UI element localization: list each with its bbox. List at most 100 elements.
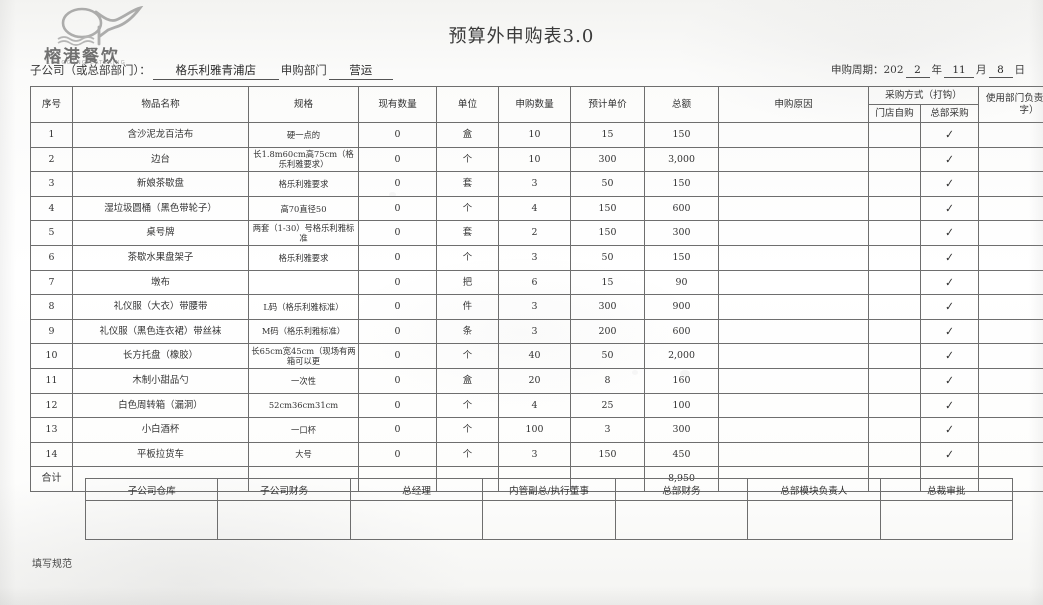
cell-amount[interactable]: 150 bbox=[644, 122, 719, 148]
cell-name[interactable]: 含沙泥龙百洁布 bbox=[72, 122, 249, 148]
cell-amount[interactable]: 600 bbox=[644, 195, 719, 222]
cell-stock[interactable]: 0 bbox=[358, 220, 437, 246]
cell-qty[interactable]: 3 bbox=[498, 441, 571, 468]
cell-name[interactable]: 长方托盘（橡胶） bbox=[72, 343, 249, 369]
cell-sign[interactable] bbox=[978, 195, 1043, 222]
cell-qty[interactable]: 6 bbox=[498, 269, 571, 296]
cell-stock[interactable]: 0 bbox=[358, 146, 437, 173]
cell-unit[interactable]: 条 bbox=[436, 318, 499, 345]
cell-sign[interactable] bbox=[978, 220, 1043, 246]
cell-name[interactable]: 茶歇水果盘架子 bbox=[72, 244, 249, 271]
cell-spec[interactable]: 格乐利雅要求 bbox=[248, 171, 359, 197]
cell-stock[interactable]: 0 bbox=[358, 244, 437, 271]
cell-price[interactable]: 300 bbox=[570, 294, 645, 320]
cell-qty[interactable]: 3 bbox=[498, 244, 571, 271]
cell-stock[interactable]: 0 bbox=[358, 392, 437, 419]
cell-stock[interactable]: 0 bbox=[358, 122, 437, 148]
cell-sign[interactable] bbox=[978, 146, 1043, 173]
cell-stock[interactable]: 0 bbox=[358, 441, 437, 468]
cell-spec[interactable]: 两套（1-30）号格乐利雅标准 bbox=[248, 220, 359, 246]
cell-hq[interactable]: ✓ bbox=[920, 417, 979, 443]
cycle-year-value[interactable]: 2 bbox=[905, 64, 930, 78]
cell-qty[interactable]: 4 bbox=[498, 195, 571, 222]
cell-seq[interactable]: 6 bbox=[30, 244, 73, 271]
cell-self[interactable] bbox=[868, 441, 921, 468]
cell-amount[interactable]: 150 bbox=[644, 244, 719, 271]
cell-amount[interactable]: 150 bbox=[644, 171, 719, 197]
cell-spec[interactable]: 一次性 bbox=[248, 367, 359, 394]
cell-qty[interactable]: 100 bbox=[498, 417, 571, 443]
cell-hq[interactable]: ✓ bbox=[920, 244, 979, 271]
cell-seq[interactable]: 11 bbox=[30, 367, 73, 394]
signature-field[interactable] bbox=[482, 500, 616, 540]
cell-seq[interactable]: 4 bbox=[30, 195, 73, 222]
cell-reason[interactable] bbox=[718, 343, 869, 369]
cell-amount[interactable]: 900 bbox=[644, 294, 719, 320]
cell-qty[interactable]: 2 bbox=[498, 220, 571, 246]
cell-amount[interactable]: 450 bbox=[644, 441, 719, 468]
cell-price[interactable]: 15 bbox=[570, 122, 645, 148]
cell-price[interactable]: 50 bbox=[570, 244, 645, 271]
cycle-month-value[interactable]: 11 bbox=[944, 64, 974, 78]
cell-unit[interactable]: 套 bbox=[436, 171, 499, 197]
cell-seq[interactable]: 10 bbox=[30, 343, 73, 369]
cell-name[interactable]: 墩布 bbox=[72, 269, 249, 296]
cell-seq[interactable]: 5 bbox=[30, 220, 73, 246]
signature-field[interactable] bbox=[614, 500, 749, 540]
cell-sign[interactable] bbox=[978, 417, 1043, 443]
cell-qty[interactable]: 40 bbox=[498, 343, 571, 369]
department-value[interactable]: 营运 bbox=[328, 62, 393, 80]
cell-self[interactable] bbox=[868, 269, 921, 296]
cell-seq[interactable]: 14 bbox=[30, 441, 73, 468]
cell-stock[interactable]: 0 bbox=[358, 367, 437, 394]
subsidiary-value[interactable]: 格乐利雅青浦店 bbox=[152, 62, 279, 80]
cell-name[interactable]: 平板拉货车 bbox=[72, 441, 249, 468]
cell-name[interactable]: 礼仪服（大衣）带腰带 bbox=[72, 294, 249, 320]
cell-price[interactable]: 25 bbox=[570, 392, 645, 419]
cell-stock[interactable]: 0 bbox=[358, 294, 437, 320]
cell-name[interactable]: 湿垃圾圆桶（黑色带轮子） bbox=[72, 195, 249, 222]
cell-stock[interactable]: 0 bbox=[358, 417, 437, 443]
cell-amount[interactable]: 160 bbox=[644, 367, 719, 394]
cell-amount[interactable]: 300 bbox=[644, 220, 719, 246]
cell-self[interactable] bbox=[868, 122, 921, 148]
cell-self[interactable] bbox=[868, 294, 921, 320]
cell-seq[interactable]: 1 bbox=[30, 122, 73, 148]
cell-sign[interactable] bbox=[978, 441, 1043, 468]
cell-hq[interactable]: ✓ bbox=[920, 367, 979, 394]
cell-unit[interactable]: 个 bbox=[436, 417, 499, 443]
cell-price[interactable]: 15 bbox=[570, 269, 645, 296]
cell-stock[interactable]: 0 bbox=[358, 171, 437, 197]
cell-seq[interactable]: 3 bbox=[30, 171, 73, 197]
cell-hq[interactable]: ✓ bbox=[920, 220, 979, 246]
cell-price[interactable]: 150 bbox=[570, 195, 645, 222]
cell-name[interactable]: 新娘茶歇盘 bbox=[72, 171, 249, 197]
cell-hq[interactable]: ✓ bbox=[920, 122, 979, 148]
cell-sign[interactable] bbox=[978, 318, 1043, 345]
cell-unit[interactable]: 个 bbox=[436, 195, 499, 222]
cell-seq[interactable]: 13 bbox=[30, 417, 73, 443]
cell-sign[interactable] bbox=[978, 244, 1043, 271]
cell-name[interactable]: 桌号牌 bbox=[72, 220, 249, 246]
cell-unit[interactable]: 把 bbox=[436, 269, 499, 296]
signature-field[interactable] bbox=[349, 500, 484, 540]
cell-reason[interactable] bbox=[718, 220, 869, 246]
cell-hq[interactable]: ✓ bbox=[920, 294, 979, 320]
cell-amount[interactable]: 100 bbox=[644, 392, 719, 419]
cell-name[interactable]: 小白酒杯 bbox=[72, 417, 249, 443]
cell-reason[interactable] bbox=[718, 269, 869, 296]
cell-stock[interactable]: 0 bbox=[358, 318, 437, 345]
cell-qty[interactable]: 3 bbox=[498, 294, 571, 320]
signature-field[interactable] bbox=[747, 500, 881, 540]
cell-reason[interactable] bbox=[718, 122, 869, 148]
cell-unit[interactable]: 个 bbox=[436, 244, 499, 271]
cell-sign[interactable] bbox=[978, 367, 1043, 394]
cell-unit[interactable]: 个 bbox=[436, 343, 499, 369]
cell-sign[interactable] bbox=[978, 343, 1043, 369]
cell-sign[interactable] bbox=[978, 122, 1043, 148]
cell-spec[interactable]: 52cm36cm31cm bbox=[248, 392, 359, 419]
cell-spec[interactable]: 高70直径50 bbox=[248, 195, 359, 222]
cell-seq[interactable]: 7 bbox=[30, 269, 73, 296]
signature-field[interactable] bbox=[84, 500, 219, 540]
cell-reason[interactable] bbox=[718, 367, 869, 394]
